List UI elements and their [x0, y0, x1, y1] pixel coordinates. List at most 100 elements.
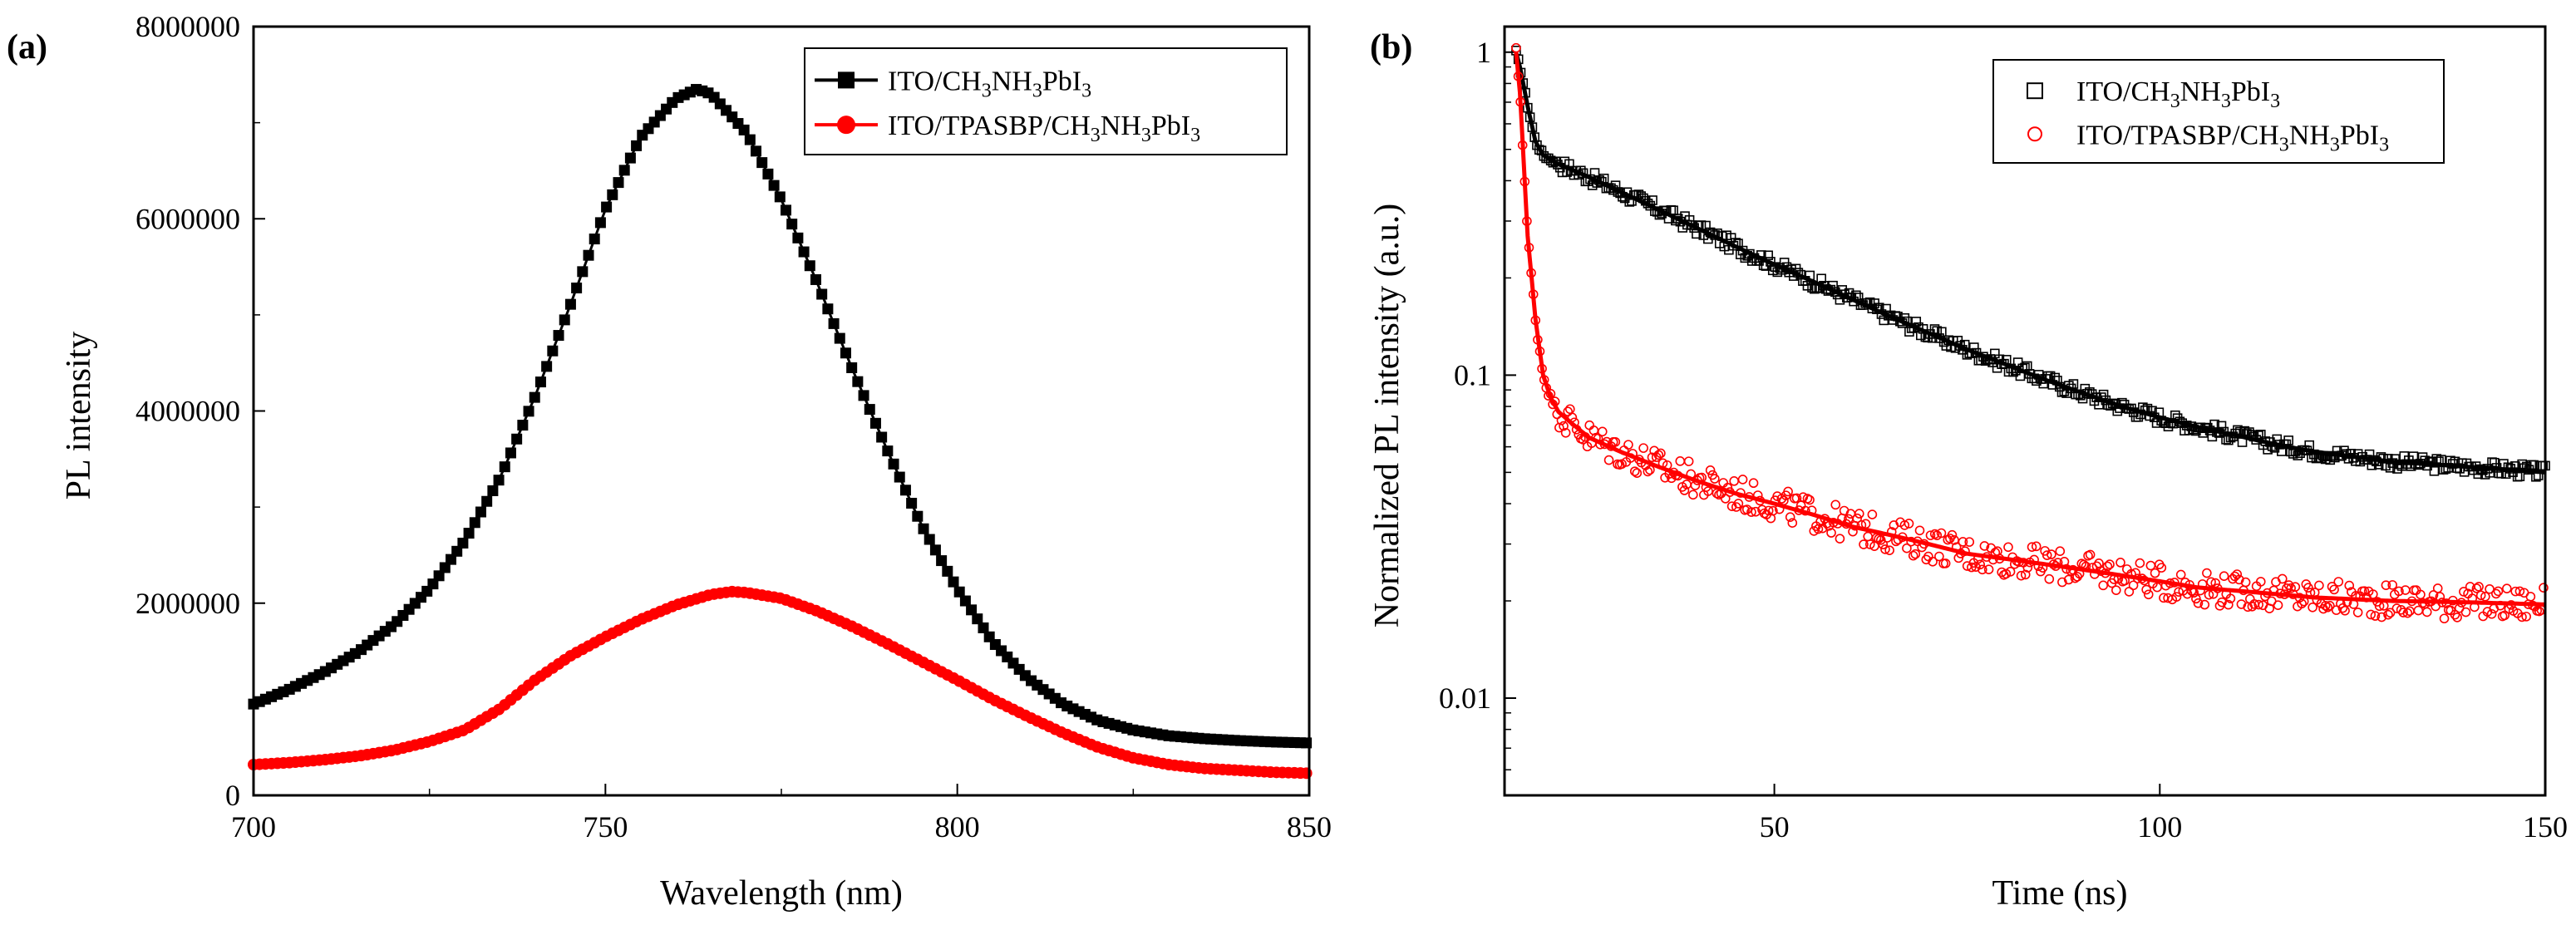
data-point [899, 485, 911, 496]
data-point [2521, 612, 2531, 622]
data-point [577, 266, 589, 278]
data-point [1703, 486, 1713, 496]
data-point [2385, 608, 2396, 618]
data-point [2005, 567, 2016, 577]
data-point [553, 330, 564, 342]
xlabel-b: Time (ns) [1992, 874, 2128, 913]
y-tick-label: 0.1 [1454, 358, 1491, 391]
data-point [2370, 611, 2381, 621]
data-point [781, 204, 792, 216]
data-point [1934, 551, 1944, 562]
x-tick-label: 800 [935, 810, 980, 844]
data-point [613, 177, 624, 189]
data-point [948, 576, 959, 588]
data-point [1610, 436, 1621, 447]
data-point [2135, 558, 2145, 568]
data-point [869, 417, 881, 429]
data-point [1854, 509, 1864, 519]
data-point [2217, 597, 2227, 608]
data-point [2204, 589, 2214, 600]
data-point [1746, 507, 1756, 517]
panel-b: (b) Normalized PL intensity (a.u.) Time … [1368, 25, 2568, 913]
data-point [2098, 580, 2109, 591]
data-point [1908, 550, 1918, 561]
data-point [1983, 564, 1994, 574]
data-point [1929, 324, 1940, 334]
data-point [852, 376, 864, 387]
data-point [2344, 580, 2355, 591]
data-point [564, 298, 576, 310]
data-point [2063, 574, 2074, 585]
data-point [1645, 465, 1655, 475]
data-point [966, 604, 978, 616]
data-point [2191, 593, 2201, 604]
data-point [959, 595, 971, 607]
data-point [1791, 493, 1802, 504]
data-point [744, 134, 756, 145]
data-point [1733, 499, 1744, 509]
data-point [517, 420, 529, 431]
legend-label: ITO/TPASBP/CH3NH3PbI3 [888, 111, 1200, 146]
data-point [1710, 474, 1720, 484]
data-point [2366, 609, 2377, 620]
data-point [942, 565, 953, 577]
data-point [2047, 549, 2056, 559]
data-point [547, 345, 559, 357]
data-point [2031, 541, 2042, 552]
data-point [2394, 586, 2404, 597]
legend-box-a [804, 47, 1288, 155]
data-point [571, 283, 583, 293]
data-point [2322, 602, 2333, 613]
data-point [463, 528, 475, 539]
data-point [1647, 452, 1657, 463]
data-point [816, 288, 828, 300]
data-point [864, 404, 875, 416]
data-point [433, 570, 445, 582]
data-point [559, 314, 570, 326]
data-point [2171, 592, 2182, 602]
data-point [2141, 584, 2151, 595]
data-point [505, 447, 516, 459]
data-point [2156, 563, 2167, 573]
legend-box-b [1992, 59, 2445, 164]
legend-label: ITO/TPASBP/CH3NH3PbI3 [2076, 120, 2389, 155]
data-point [1852, 513, 1862, 524]
y-tick-label: 4000000 [135, 395, 240, 428]
data-point [1656, 448, 1666, 459]
data-point [2253, 599, 2263, 610]
data-point [2174, 587, 2184, 597]
data-point [774, 191, 786, 203]
data-point [804, 260, 815, 272]
data-point [2016, 570, 2027, 581]
data-point [2340, 605, 2350, 616]
fit-line [1514, 52, 2546, 475]
data-point [1899, 520, 1910, 530]
data-point [1902, 543, 1912, 554]
panel-label-a: (a) [7, 28, 47, 66]
y-tick-label: 1 [1476, 36, 1491, 69]
data-point [2303, 583, 2313, 593]
data-point [738, 124, 750, 135]
data-point [1603, 455, 1614, 465]
data-point [2428, 590, 2439, 600]
data-point [2193, 598, 2204, 608]
data-point [1578, 435, 1588, 445]
series-reference [248, 84, 1313, 749]
data-point [2460, 607, 2471, 617]
data-point [624, 152, 636, 164]
data-point [918, 523, 929, 534]
data-point [1653, 450, 1664, 460]
data-point [1979, 541, 1990, 551]
data-point [1768, 505, 1778, 516]
data-point [481, 495, 493, 507]
series-b [1511, 42, 2550, 624]
data-point [1947, 529, 1958, 540]
data-point [1864, 539, 1875, 549]
data-point [2055, 546, 2066, 556]
data-point [1867, 509, 1878, 519]
data-point [2471, 583, 2482, 593]
data-point [2111, 585, 2121, 595]
data-point [2202, 568, 2212, 578]
data-point [2240, 577, 2251, 588]
data-point [2377, 612, 2387, 622]
